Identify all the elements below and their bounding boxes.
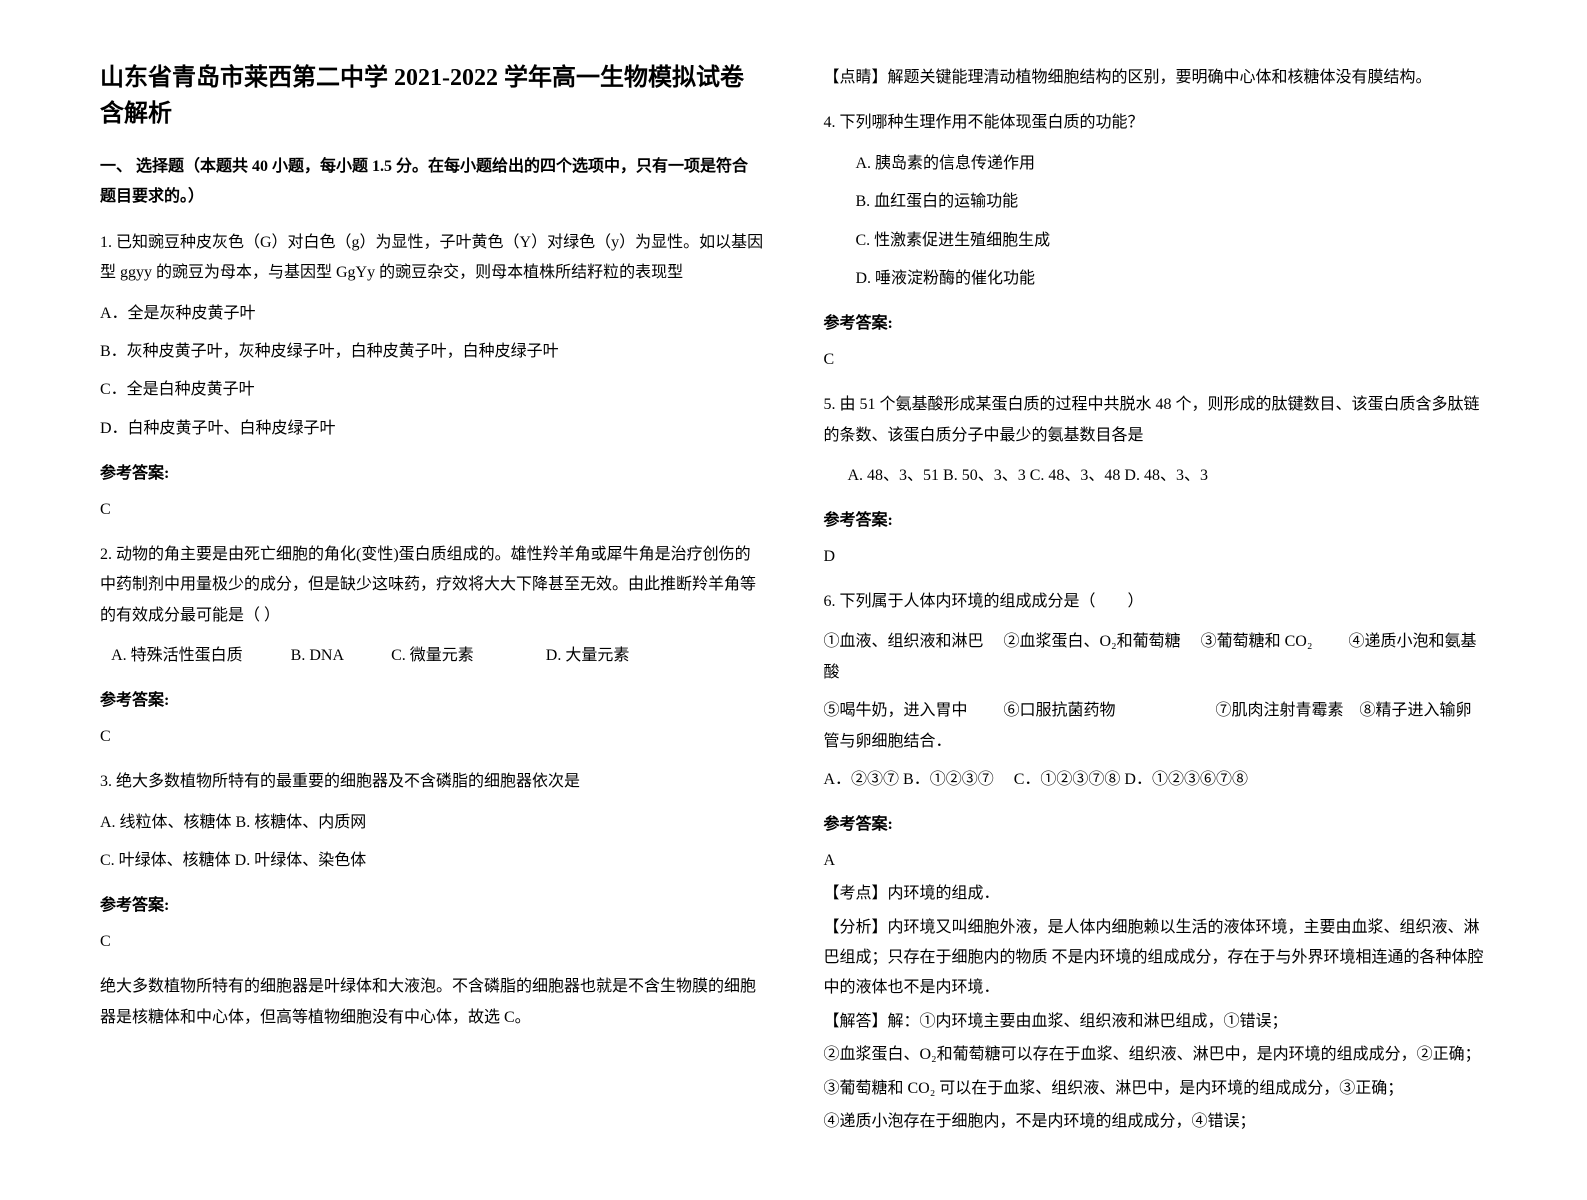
q1-option-a: A．全是灰种皮黄子叶 <box>100 299 764 329</box>
q1-option-c: C．全是白种皮黄子叶 <box>100 375 764 405</box>
q4-text: 4. 下列哪种生理作用不能体现蛋白质的功能？ <box>824 108 1488 138</box>
doc-title: 山东省青岛市莱西第二中学 2021-2022 学年高一生物模拟试卷含解析 <box>100 60 764 132</box>
q4-option-c: C. 性激素促进生殖细胞生成 <box>824 226 1488 256</box>
q1-answer-label: 参考答案: <box>100 459 764 489</box>
q4-option-a: A. 胰岛素的信息传递作用 <box>824 149 1488 179</box>
q2-answer: C <box>100 722 764 752</box>
q2-options: A. 特殊活性蛋白质 B. DNA C. 微量元素 D. 大量元素 <box>100 641 764 671</box>
q6-sol-label: 【解答】解：①内环境主要由血浆、组织液和淋巴组成，①错误； <box>824 1007 1488 1037</box>
q3-text: 3. 绝大多数植物所特有的最重要的细胞器及不含磷脂的细胞器依次是 <box>100 767 764 797</box>
q2-text: 2. 动物的角主要是由死亡细胞的角化(变性)蛋白质组成的。雄性羚羊角或犀牛角是治… <box>100 540 764 631</box>
section-header: 一、 选择题（本题共 40 小题，每小题 1.5 分。在每小题给出的四个选项中，… <box>100 152 764 213</box>
q6-sol2: ②血浆蛋白、O₂和葡萄糖可以存在于血浆、组织液、淋巴中，是内环境的组成成分，②正… <box>824 1040 1488 1070</box>
q6-kp: 【考点】内环境的组成． <box>824 879 1488 909</box>
q1-answer: C <box>100 495 764 525</box>
q1-text: 1. 已知豌豆种皮灰色（G）对白色（g）为显性，子叶黄色（Y）对绿色（y）为显性… <box>100 228 764 289</box>
right-column: 【点睛】解题关键能理清动植物细胞结构的区别，要明确中心体和核糖体没有膜结构。 4… <box>824 60 1488 1140</box>
q6-answer: A <box>824 846 1488 876</box>
left-column: 山东省青岛市莱西第二中学 2021-2022 学年高一生物模拟试卷含解析 一、 … <box>100 60 764 1140</box>
q3-explain1: 绝大多数植物所特有的细胞器是叶绿体和大液泡。不含磷脂的细胞器也就是不含生物膜的细… <box>100 972 764 1033</box>
q6-items2: ⑤喝牛奶，进入胃中 ⑥口服抗菌药物 ⑦肌肉注射青霉素 ⑧精子进入输卵管与卵细胞结… <box>824 696 1488 757</box>
q3-option-cd: C. 叶绿体、核糖体 D. 叶绿体、染色体 <box>100 846 764 876</box>
q6-analysis: 【分析】内环境又叫细胞外液，是人体内细胞赖以生活的液体环境，主要由血浆、组织液、… <box>824 913 1488 1004</box>
q5-text: 5. 由 51 个氨基酸形成某蛋白质的过程中共脱水 48 个，则形成的肽键数目、… <box>824 390 1488 451</box>
q4-answer: C <box>824 345 1488 375</box>
page-container: 山东省青岛市莱西第二中学 2021-2022 学年高一生物模拟试卷含解析 一、 … <box>100 60 1487 1140</box>
q6-options: A．②③⑦ B．①②③⑦ C．①②③⑦⑧ D．①②③⑥⑦⑧ <box>824 765 1488 795</box>
q3-answer-label: 参考答案: <box>100 891 764 921</box>
q6-items1: ①血液、组织液和淋巴 ②血浆蛋白、O₂和葡萄糖 ③葡萄糖和 CO₂ ④递质小泡和… <box>824 627 1488 688</box>
q6-sol3: ③葡萄糖和 CO₂ 可以在于血浆、组织液、淋巴中，是内环境的组成成分，③正确； <box>824 1074 1488 1104</box>
q5-options: A. 48、3、51 B. 50、3、3 C. 48、3、48 D. 48、3、… <box>824 461 1488 491</box>
q2-answer-label: 参考答案: <box>100 686 764 716</box>
q6-sol4: ④递质小泡存在于细胞内，不是内环境的组成成分，④错误； <box>824 1107 1488 1137</box>
q6-answer-label: 参考答案: <box>824 810 1488 840</box>
q1-option-d: D．白种皮黄子叶、白种皮绿子叶 <box>100 414 764 444</box>
q4-option-b: B. 血红蛋白的运输功能 <box>824 187 1488 217</box>
q6-text: 6. 下列属于人体内环境的组成成分是（ ） <box>824 587 1488 617</box>
q4-answer-label: 参考答案: <box>824 309 1488 339</box>
q3-answer: C <box>100 927 764 957</box>
q4-option-d: D. 唾液淀粉酶的催化功能 <box>824 264 1488 294</box>
q3-explain2: 【点睛】解题关键能理清动植物细胞结构的区别，要明确中心体和核糖体没有膜结构。 <box>824 63 1488 93</box>
q1-option-b: B．灰种皮黄子叶，灰种皮绿子叶，白种皮黄子叶，白种皮绿子叶 <box>100 337 764 367</box>
q3-option-ab: A. 线粒体、核糖体 B. 核糖体、内质网 <box>100 808 764 838</box>
q5-answer: D <box>824 542 1488 572</box>
q5-answer-label: 参考答案: <box>824 506 1488 536</box>
